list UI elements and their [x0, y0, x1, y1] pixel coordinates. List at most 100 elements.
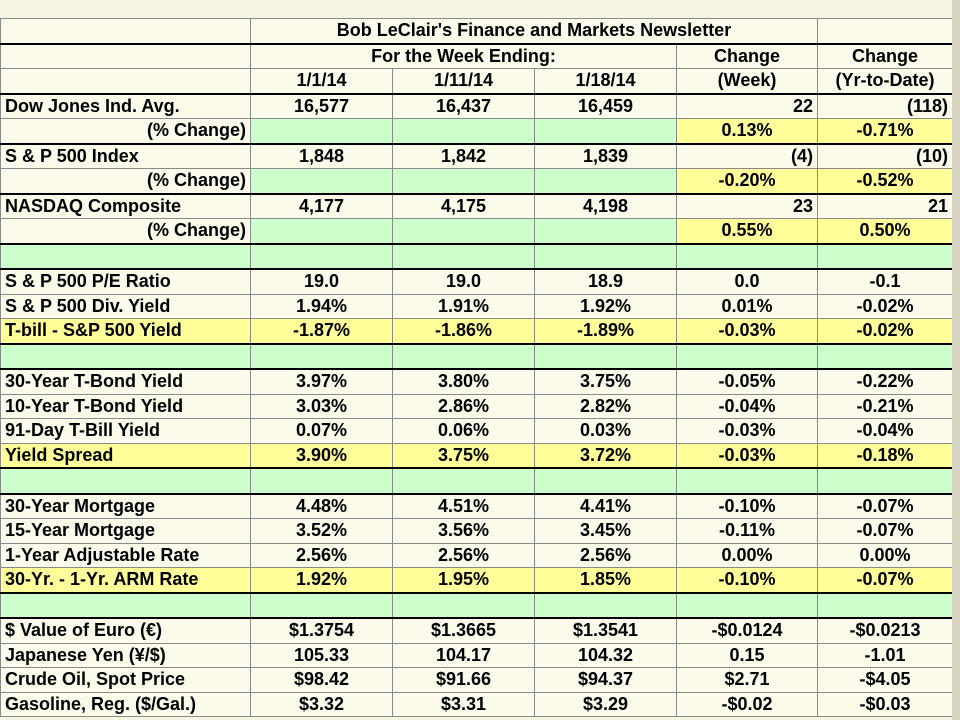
change-week-cell: -0.04%: [676, 393, 818, 419]
header-row-2: 1/1/14 1/11/14 1/18/14 (Week) (Yr-to-Dat…: [0, 68, 953, 94]
row-label: S & P 500 Div. Yield: [0, 293, 251, 319]
value-cell: 4.51%: [392, 492, 535, 519]
change-ytd-cell: -$4.05: [817, 667, 953, 693]
row-label: S & P 500 Index: [0, 142, 251, 169]
value-cell: 1.92%: [250, 567, 393, 593]
row-label: 30-Year T-Bond Yield: [0, 368, 251, 395]
value-cell: 3.75%: [392, 442, 535, 469]
newsletter-table: Bob LeClair's Finance and Markets Newsle…: [0, 18, 953, 717]
table-row-nasdaq-pct: (% Change) 0.55% 0.50%: [0, 218, 953, 244]
table-row-nasdaq: NASDAQ Composite 4,177 4,175 4,198 23 21: [0, 192, 953, 219]
table-row-t10: 10-Year T-Bond Yield 3.03% 2.86% 2.82% -…: [0, 393, 953, 419]
change-week-cell: -0.05%: [676, 368, 818, 395]
change-ytd-subheader: (Yr-to-Date): [817, 68, 953, 94]
row-label: 30-Yr. - 1-Yr. ARM Rate: [0, 567, 251, 593]
table-row-m30: 30-Year Mortgage 4.48% 4.51% 4.41% -0.10…: [0, 492, 953, 519]
table-row-dow: Dow Jones Ind. Avg. 16,577 16,437 16,459…: [0, 92, 953, 119]
value-cell: 2.56%: [250, 542, 393, 568]
change-week-cell: 22: [676, 92, 818, 119]
table-row-arm1: 1-Year Adjustable Rate 2.56% 2.56% 2.56%…: [0, 542, 953, 568]
value-cell: $1.3665: [392, 617, 535, 644]
change-ytd-cell: -0.52%: [817, 168, 953, 194]
value-cell: 4,198: [534, 192, 677, 219]
change-ytd-cell: -0.02%: [817, 318, 953, 344]
date-col-3: 1/18/14: [534, 68, 677, 94]
table-row-sp500-pct: (% Change) -0.20% -0.52%: [0, 168, 953, 194]
change-ytd-cell: -0.07%: [817, 567, 953, 593]
change-ytd-cell: -0.07%: [817, 492, 953, 519]
value-cell: 1,842: [392, 142, 535, 169]
change-ytd-cell: -0.04%: [817, 418, 953, 444]
change-week-cell: 0.0: [676, 268, 818, 295]
value-cell: 3.45%: [534, 518, 677, 544]
change-week-cell: -0.10%: [676, 492, 818, 519]
table-row-t30: 30-Year T-Bond Yield 3.97% 3.80% 3.75% -…: [0, 368, 953, 395]
value-cell: -1.86%: [392, 318, 535, 344]
value-cell: 3.72%: [534, 442, 677, 469]
table-row-euro: $ Value of Euro (€) $1.3754 $1.3665 $1.3…: [0, 617, 953, 644]
table-row-oil: Crude Oil, Spot Price $98.42 $91.66 $94.…: [0, 667, 953, 693]
change-ytd-cell: -$0.03: [817, 691, 953, 717]
value-cell: 0.07%: [250, 418, 393, 444]
value-cell: 3.80%: [392, 368, 535, 395]
row-label: 30-Year Mortgage: [0, 492, 251, 519]
change-ytd-cell: 0.00%: [817, 542, 953, 568]
value-cell: $1.3541: [534, 617, 677, 644]
change-week-cell: 0.15: [676, 642, 818, 668]
row-label: 10-Year T-Bond Yield: [0, 393, 251, 419]
change-ytd-cell: -1.01: [817, 642, 953, 668]
row-label: Crude Oil, Spot Price: [0, 667, 251, 693]
change-ytd-cell: -0.1: [817, 268, 953, 295]
row-label: (% Change): [0, 218, 251, 244]
value-cell: $91.66: [392, 667, 535, 693]
value-cell: 3.56%: [392, 518, 535, 544]
change-ytd-cell: 21: [817, 192, 953, 219]
row-label: 91-Day T-Bill Yield: [0, 418, 251, 444]
date-col-1: 1/1/14: [250, 68, 393, 94]
row-label: $ Value of Euro (€): [0, 617, 251, 644]
value-cell: -1.87%: [250, 318, 393, 344]
row-label: T-bill - S&P 500 Yield: [0, 318, 251, 344]
table-row-yen: Japanese Yen (¥/$) 105.33 104.17 104.32 …: [0, 642, 953, 668]
value-cell: 16,577: [250, 92, 393, 119]
change-ytd-cell: -$0.0213: [817, 617, 953, 644]
change-ytd-cell: -0.07%: [817, 518, 953, 544]
change-week-cell: -$0.0124: [676, 617, 818, 644]
change-ytd-cell: -0.02%: [817, 293, 953, 319]
row-label: 1-Year Adjustable Rate: [0, 542, 251, 568]
change-week-cell: 0.55%: [676, 218, 818, 244]
row-label: Gasoline, Reg. ($/Gal.): [0, 691, 251, 717]
change-ytd-cell: 0.50%: [817, 218, 953, 244]
change-week-cell: -0.03%: [676, 442, 818, 469]
change-week-cell: -0.10%: [676, 567, 818, 593]
value-cell: 19.0: [250, 268, 393, 295]
table-row-pe: S & P 500 P/E Ratio 19.0 19.0 18.9 0.0 -…: [0, 268, 953, 295]
table-row-tbill-sp: T-bill - S&P 500 Yield -1.87% -1.86% -1.…: [0, 318, 953, 344]
date-col-2: 1/11/14: [392, 68, 535, 94]
value-cell: -1.89%: [534, 318, 677, 344]
value-cell: 2.86%: [392, 393, 535, 419]
spacer-row: [0, 467, 953, 494]
value-cell: 4,177: [250, 192, 393, 219]
row-label: Dow Jones Ind. Avg.: [0, 92, 251, 119]
table-row-arm-spread: 30-Yr. - 1-Yr. ARM Rate 1.92% 1.95% 1.85…: [0, 567, 953, 593]
window-edge: [952, 0, 960, 720]
value-cell: 4.48%: [250, 492, 393, 519]
title-row: Bob LeClair's Finance and Markets Newsle…: [0, 18, 953, 44]
spacer-row: [0, 242, 953, 270]
value-cell: 1.85%: [534, 567, 677, 593]
value-cell: $3.29: [534, 691, 677, 717]
value-cell: 1.94%: [250, 293, 393, 319]
row-label: (% Change): [0, 168, 251, 194]
change-ytd-cell: (10): [817, 142, 953, 169]
value-cell: 1.91%: [392, 293, 535, 319]
header-row-1: For the Week Ending: Change Change: [0, 42, 953, 69]
value-cell: 19.0: [392, 268, 535, 295]
change-week-cell: $2.71: [676, 667, 818, 693]
table-row-sp500: S & P 500 Index 1,848 1,842 1,839 (4) (1…: [0, 142, 953, 169]
change-week-subheader: (Week): [676, 68, 818, 94]
value-cell: 3.03%: [250, 393, 393, 419]
value-cell: 4.41%: [534, 492, 677, 519]
value-cell: 104.17: [392, 642, 535, 668]
